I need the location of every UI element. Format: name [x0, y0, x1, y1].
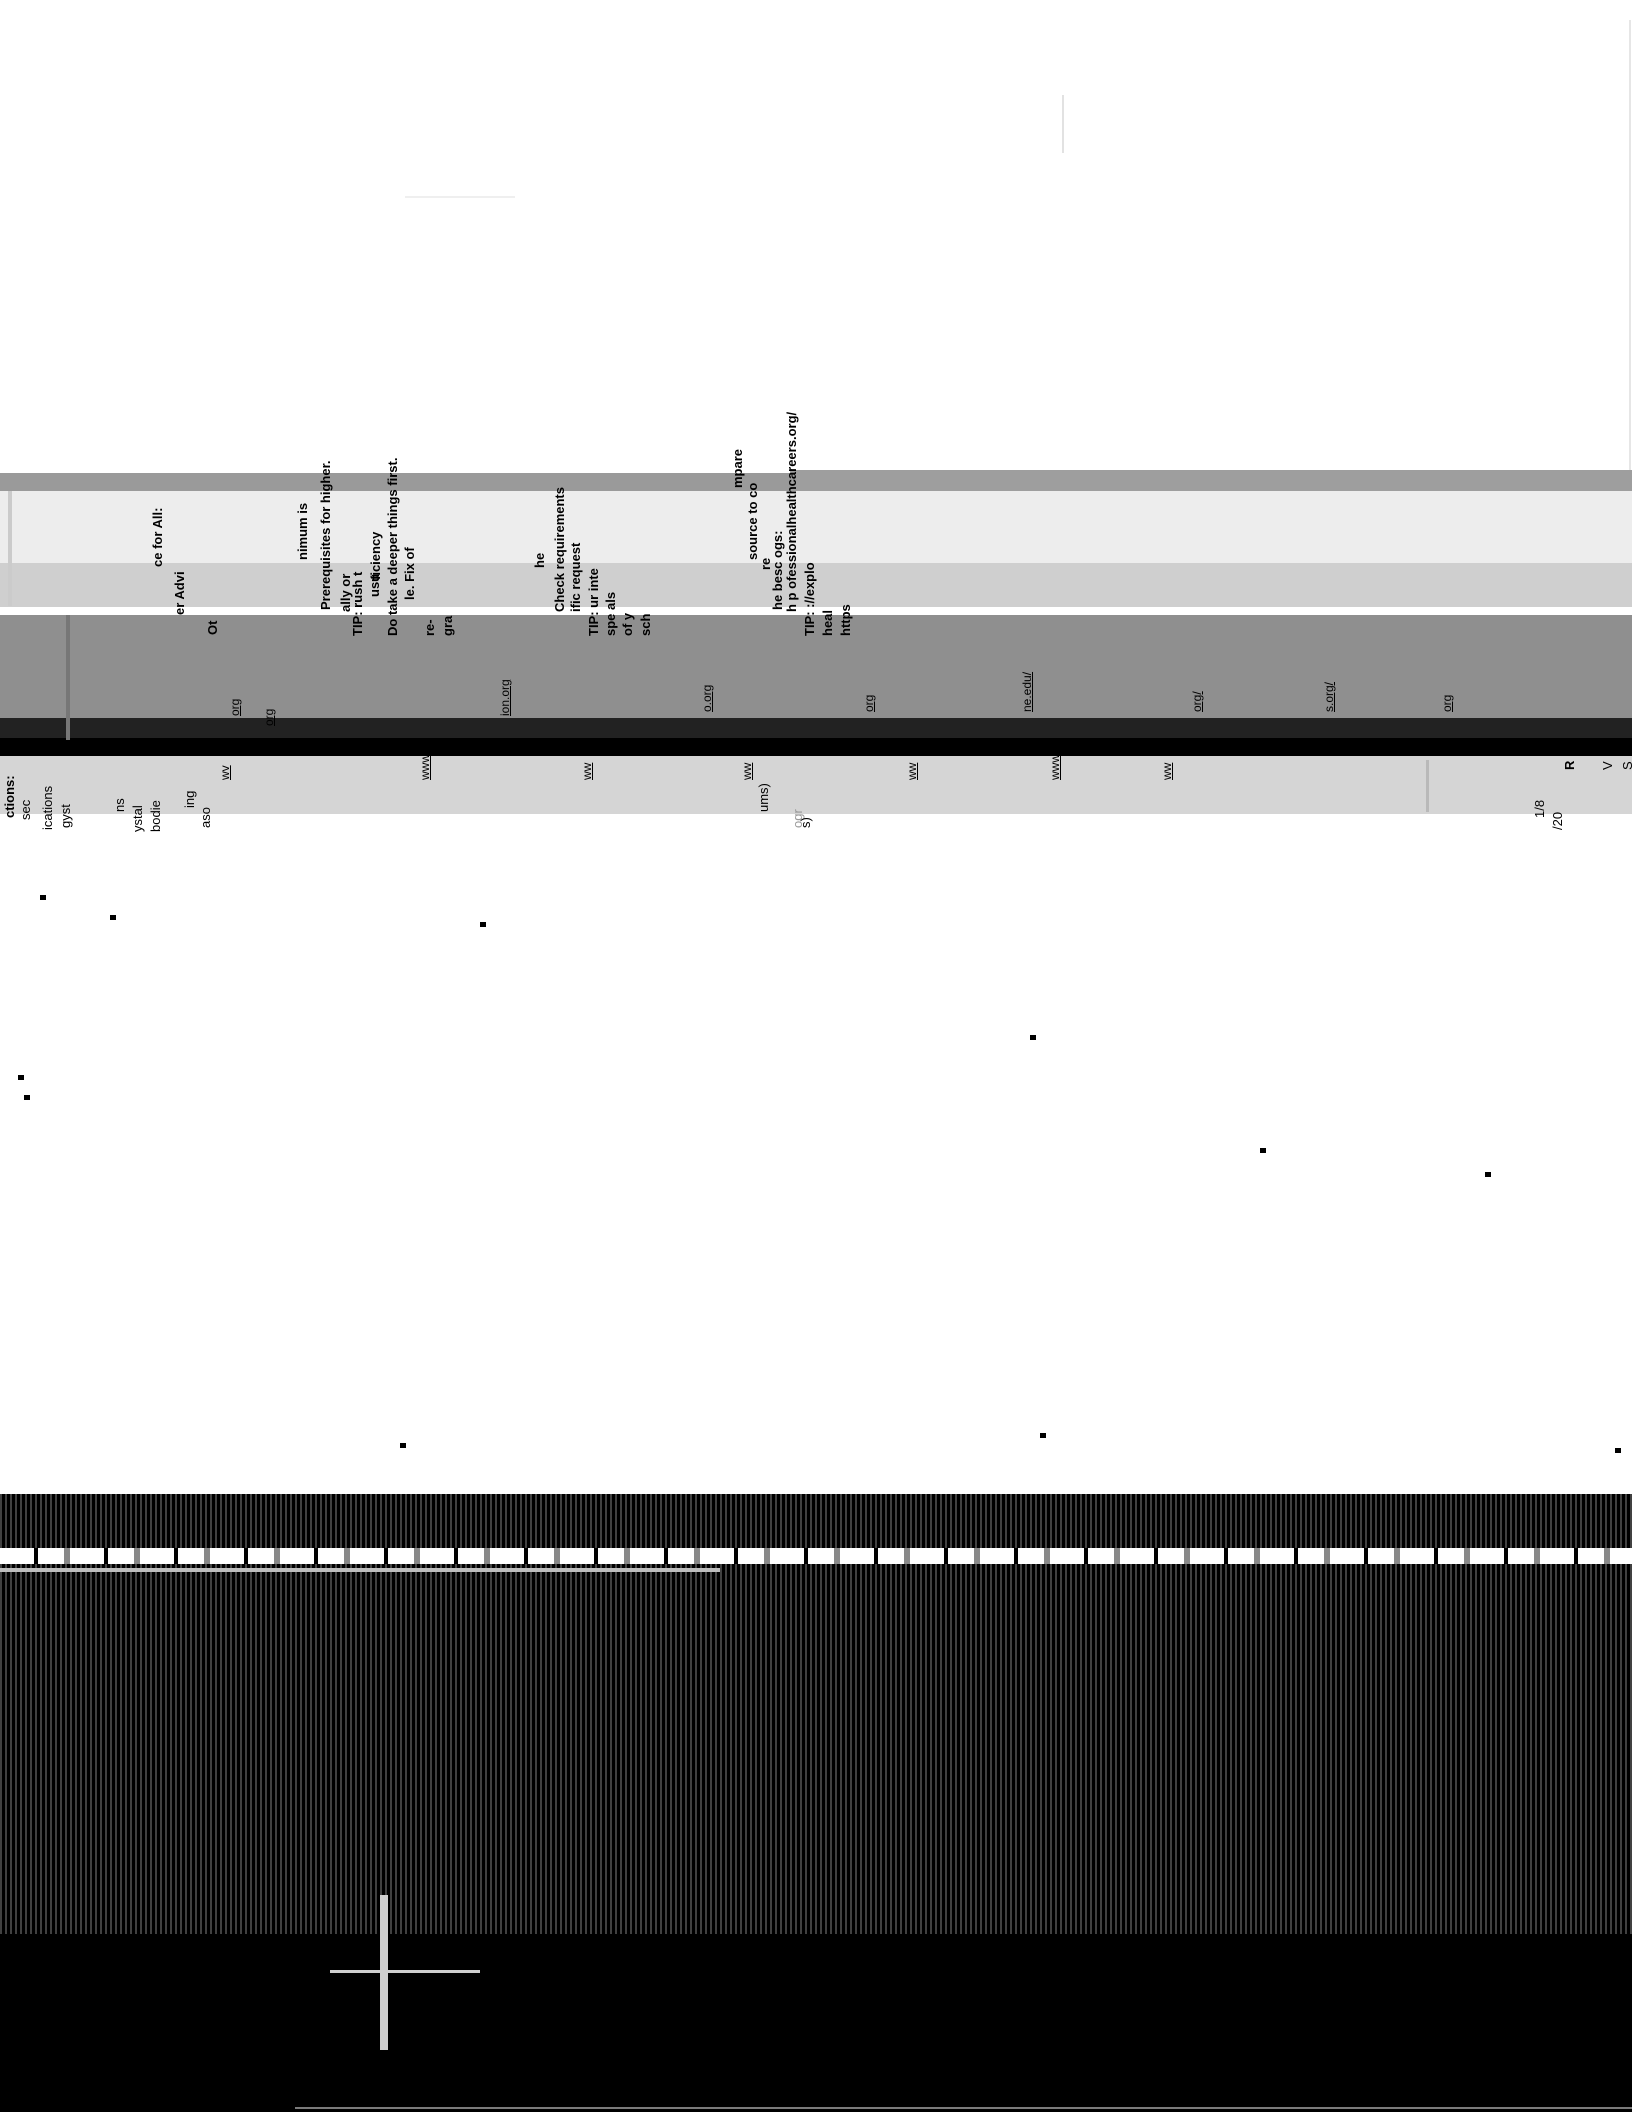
url-fragment[interactable]: wv — [218, 765, 232, 780]
scan-noise — [24, 1095, 30, 1100]
header-text: source to co — [745, 482, 760, 560]
table-band — [0, 491, 1632, 563]
table-band — [0, 756, 1632, 814]
url-fragment[interactable]: ww — [1160, 762, 1174, 780]
column-text: s) — [798, 817, 813, 828]
table-band — [0, 738, 1632, 756]
header-text: he besc ogs: — [770, 530, 785, 610]
header-text: TIP: rush t — [350, 571, 365, 636]
header-text: of y — [620, 612, 635, 636]
column-text: ications — [40, 785, 55, 830]
scan-noise — [18, 1075, 24, 1080]
header-text: https — [838, 604, 853, 636]
url-fragment[interactable]: ion.org — [498, 679, 512, 716]
column-text: R — [1562, 760, 1577, 770]
header-text: Check requirements — [552, 487, 567, 612]
column-text: /20 — [1550, 811, 1565, 830]
url-fragment[interactable]: org — [1440, 694, 1454, 712]
header-text: he — [532, 552, 547, 568]
column-rule — [1426, 760, 1429, 812]
header-text: ficiency — [368, 531, 383, 580]
url-fragment[interactable]: o.org — [700, 684, 714, 712]
header-text: re- — [422, 619, 437, 636]
scan-artifact-stripe — [0, 1548, 1632, 1564]
column-rule — [66, 615, 70, 740]
url-fragment[interactable]: www — [418, 754, 432, 780]
scan-noise — [1260, 1148, 1266, 1153]
table-separator — [0, 607, 1632, 615]
header-text: sch — [638, 613, 653, 636]
url-fragment[interactable]: ww — [905, 762, 919, 780]
header-text: gra — [440, 615, 455, 636]
url-fragment[interactable]: org — [862, 694, 876, 712]
scan-noise — [1485, 1172, 1491, 1177]
column-text: S — [1620, 761, 1632, 770]
page-edge — [1629, 20, 1631, 470]
url-fragment[interactable]: ww — [580, 762, 594, 780]
column-text: ctions: — [2, 775, 17, 818]
table-band — [0, 615, 1632, 718]
column-text: 1/8 — [1532, 799, 1547, 818]
header-text: TIP: ://explo — [802, 562, 817, 636]
table-band — [790, 470, 1632, 491]
scan-artifact-mark — [330, 1970, 480, 1973]
header-text: le. Fix of — [402, 547, 417, 600]
header-text: spe als — [603, 591, 618, 636]
url-fragment[interactable]: s.org/ — [1322, 681, 1336, 712]
page-bottom-rule — [295, 2107, 1632, 2109]
url-fragment[interactable]: www — [1048, 754, 1062, 780]
column-text: ns — [112, 798, 127, 812]
url-fragment[interactable]: org/ — [1190, 691, 1204, 712]
column-text: ums) — [756, 783, 771, 812]
scan-noise — [480, 922, 486, 927]
column-text: sec — [18, 799, 33, 820]
header-text: Do take a deeper things first. — [385, 457, 400, 636]
table-band — [0, 563, 1632, 607]
column-text: aso — [198, 807, 213, 828]
header-text: h p ofessionalhealthcareers.org/ — [784, 411, 799, 612]
header-text: er Advi — [172, 571, 187, 615]
url-fragment[interactable]: ww — [740, 762, 754, 780]
column-text: bodie — [148, 800, 163, 832]
header-text: mpare — [730, 448, 745, 488]
column-text: gyst — [58, 804, 73, 828]
scan-noise — [40, 895, 46, 900]
scan-noise — [1040, 1433, 1046, 1438]
header-text: Ot — [205, 620, 220, 635]
url-fragment[interactable]: org — [262, 708, 276, 726]
url-fragment[interactable]: ne.edu/ — [1020, 671, 1034, 712]
column-text: ystal — [130, 805, 145, 832]
column-text: ing — [182, 790, 197, 808]
scan-noise — [400, 1443, 406, 1448]
faint-mark — [405, 196, 515, 198]
table-band — [0, 718, 1632, 738]
url-fragment[interactable]: org — [228, 698, 242, 716]
header-text: heal — [820, 609, 835, 636]
column-rule — [8, 491, 12, 606]
column-text: V — [1600, 761, 1615, 770]
scan-artifact-stripe — [0, 1568, 720, 1572]
header-text: TIP: ur inte — [586, 568, 601, 636]
scan-noise — [110, 915, 116, 920]
header-text: ce for All: — [150, 507, 165, 567]
scan-noise — [1030, 1035, 1036, 1040]
header-text: ific request — [568, 542, 583, 612]
header-text: Prerequisites for higher. — [318, 460, 333, 610]
faint-mark — [1062, 95, 1064, 153]
scan-artifact-pattern — [0, 1494, 1632, 1934]
header-text: nimum is — [295, 502, 310, 560]
scan-noise — [1615, 1448, 1621, 1453]
